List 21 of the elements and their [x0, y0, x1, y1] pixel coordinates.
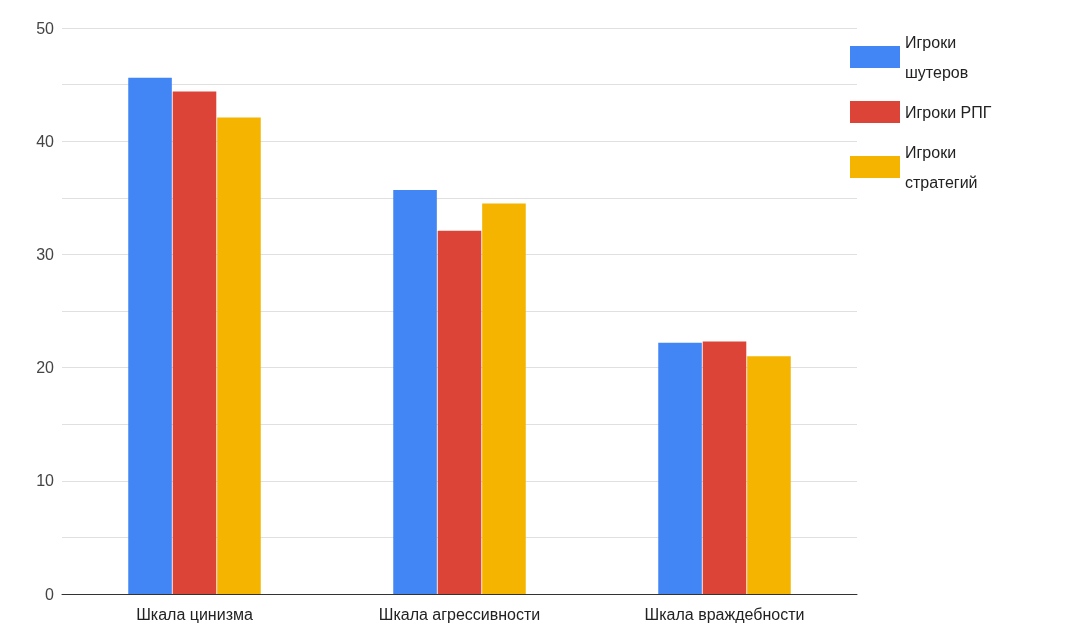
y-tick-label: 20 [36, 359, 55, 377]
y-tick-label: 40 [36, 132, 55, 150]
x-tick-label: Шкала цинизма [136, 605, 253, 623]
bar [482, 203, 526, 594]
bar [128, 77, 172, 594]
legend-label: Игроки РПГ [905, 103, 992, 121]
y-tick-label: 10 [36, 472, 55, 490]
y-tick-label: 30 [36, 245, 55, 263]
bar [172, 91, 217, 594]
bar [658, 342, 702, 594]
y-tick-label: 0 [45, 585, 55, 603]
bar [747, 356, 791, 594]
bar [393, 189, 437, 594]
x-tick-label: Шкала враждебности [644, 605, 805, 623]
bar [217, 117, 261, 594]
y-tick-label: 50 [36, 19, 55, 37]
x-tick-label: Шкала агрессивности [378, 605, 541, 623]
legend-label: Игроки стратегий [905, 143, 978, 191]
legend-label: Игроки шутеров [905, 33, 969, 81]
bar [702, 341, 747, 594]
bar [437, 230, 482, 594]
